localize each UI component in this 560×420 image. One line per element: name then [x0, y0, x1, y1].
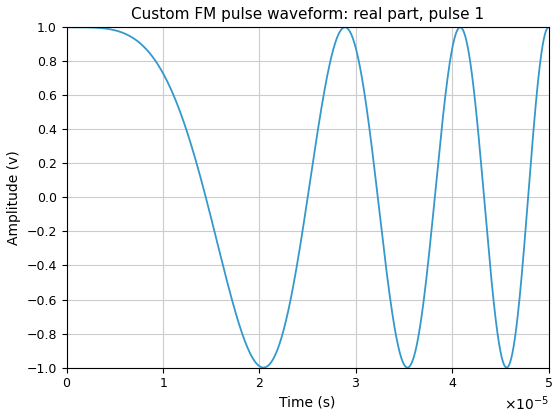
Title: Custom FM pulse waveform: real part, pulse 1: Custom FM pulse waveform: real part, pul…: [131, 7, 484, 22]
X-axis label: Time (s): Time (s): [279, 396, 336, 410]
Y-axis label: Amplitude (v): Amplitude (v): [7, 150, 21, 245]
